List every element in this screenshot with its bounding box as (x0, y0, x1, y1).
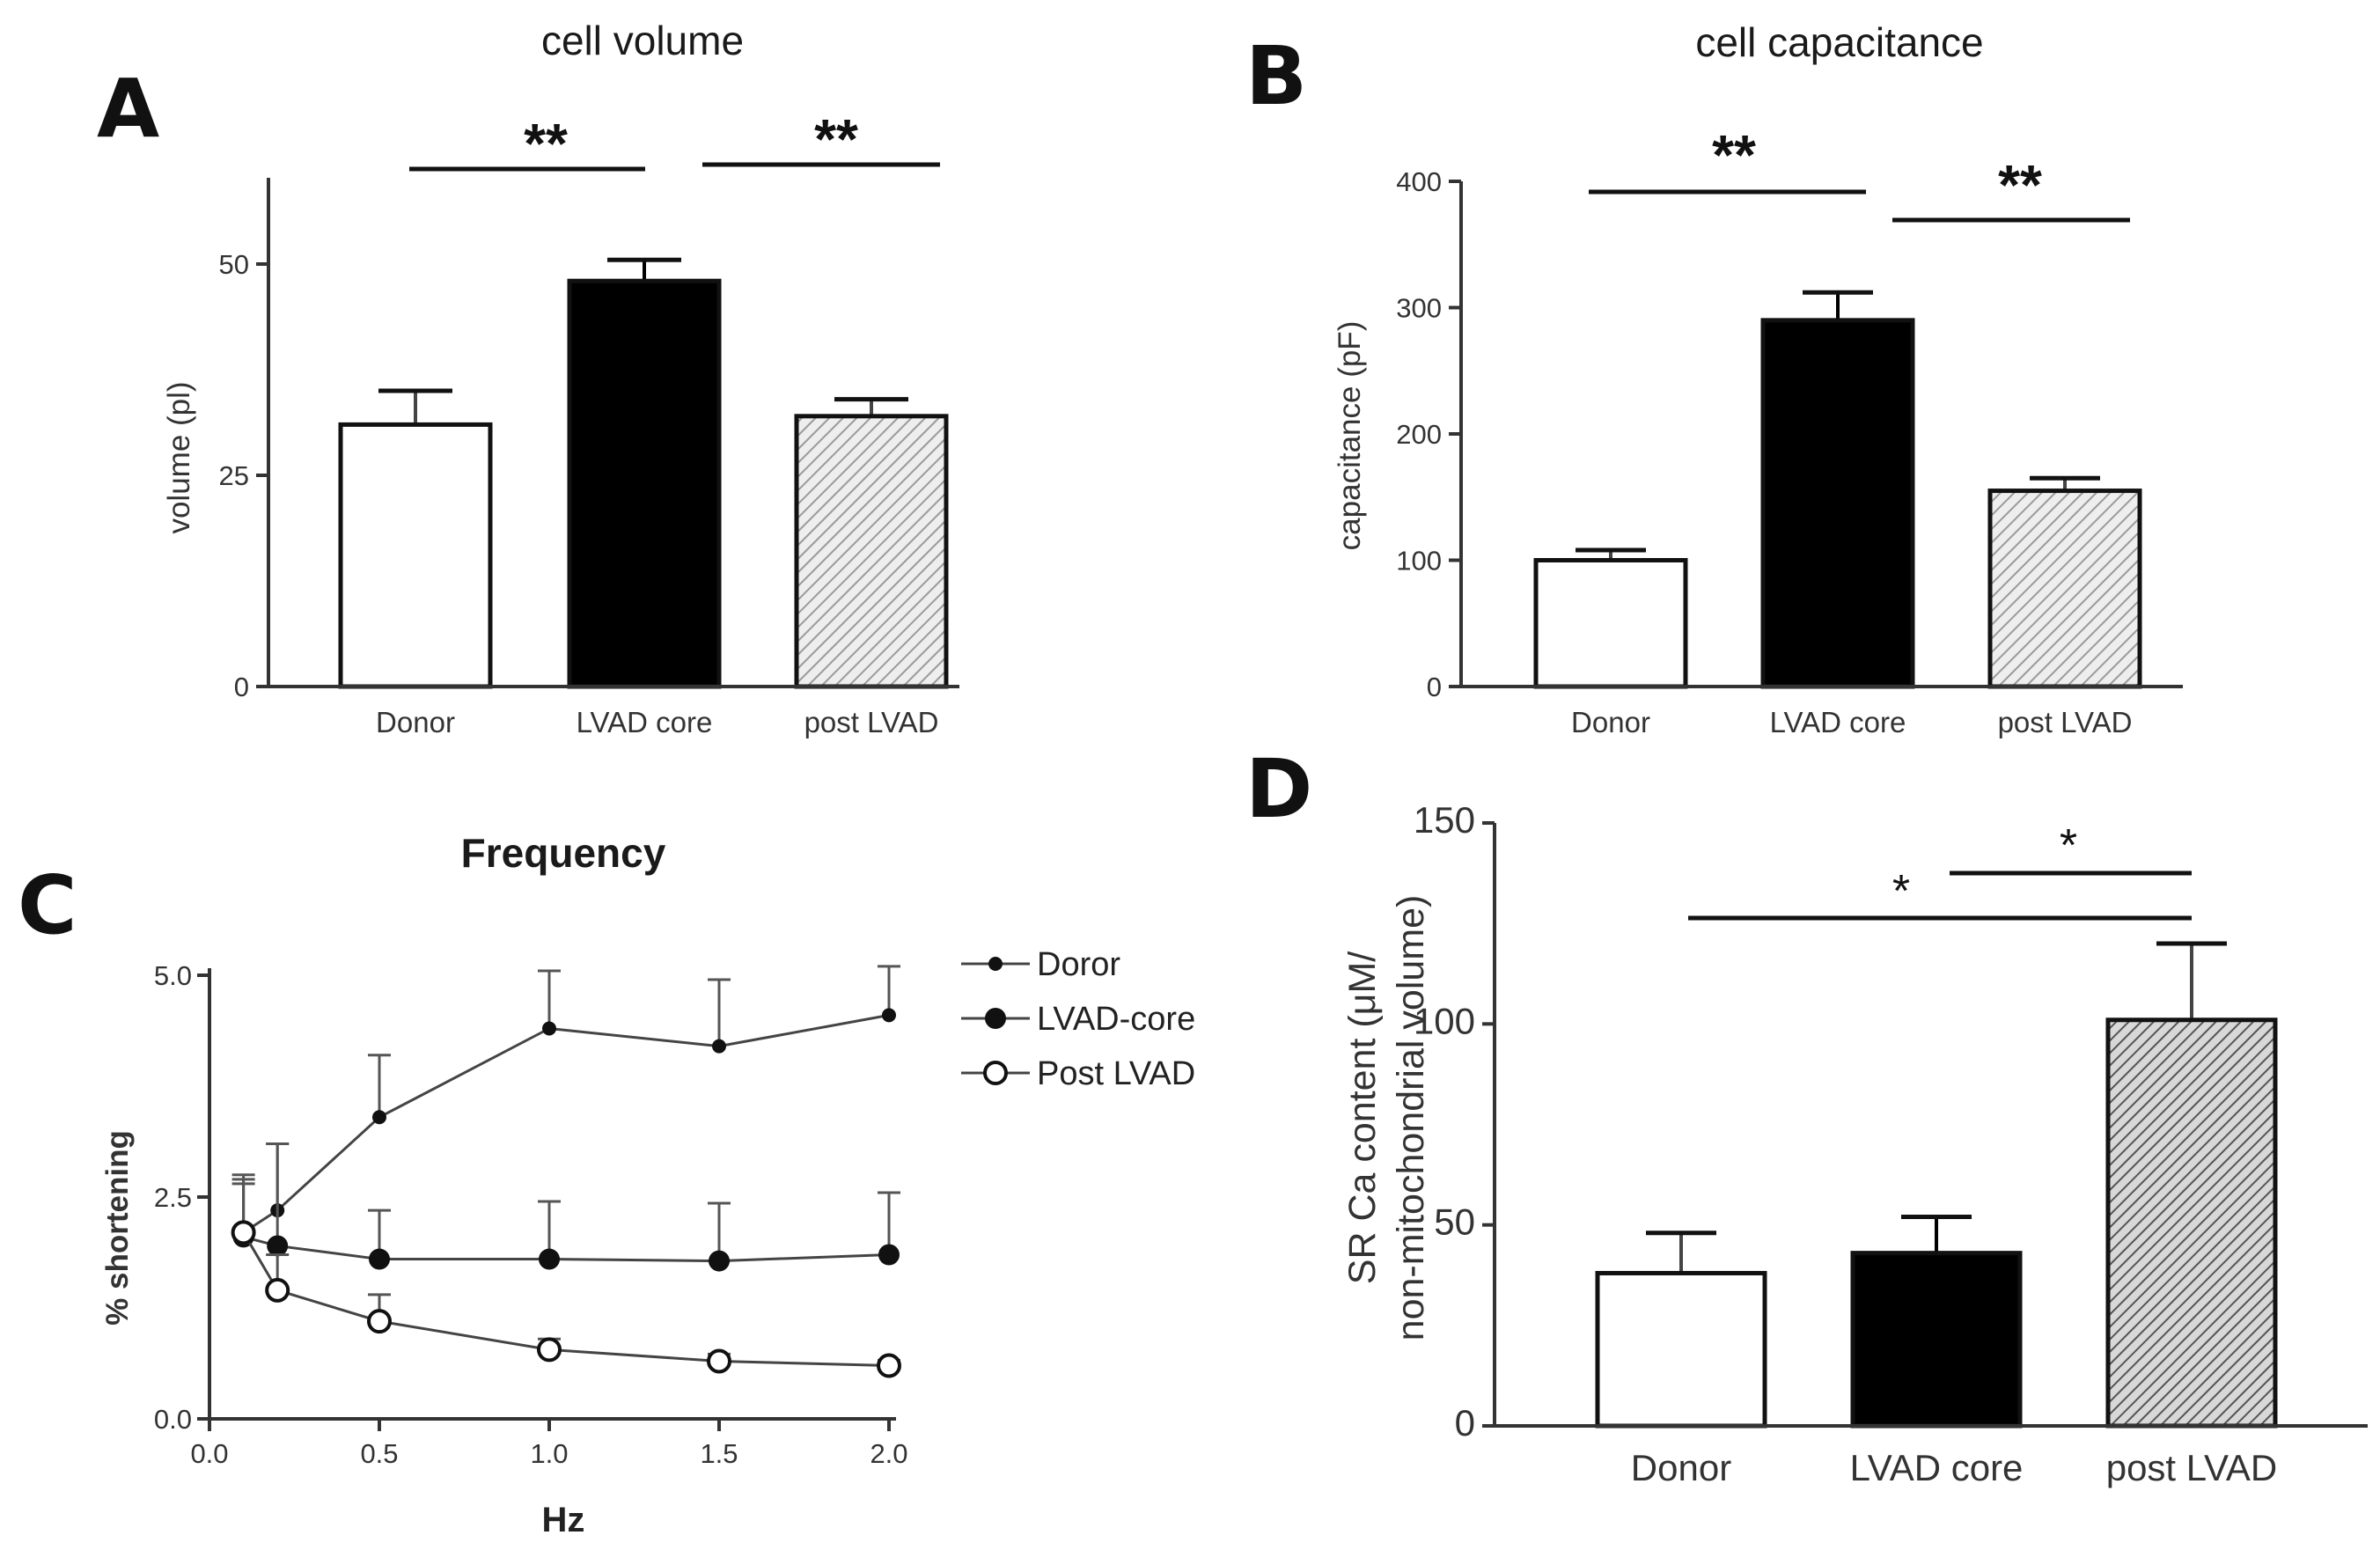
panel-d-x-tick-label: Donor (1631, 1447, 1731, 1488)
panel-c-series-line-lvad-core (243, 1235, 890, 1263)
panel-c-y-tick-label: 2.5 (154, 1182, 192, 1213)
panel-c-y-tick-label: 0.0 (154, 1404, 192, 1435)
panel-c-doror-point (712, 1039, 726, 1054)
panel-c-y-tick-label: 5.0 (154, 960, 192, 991)
panel-d-y-axis-label-line2: non-mitochondrial volume) (1390, 895, 1432, 1341)
panel-c-lvad-core-point (709, 1250, 730, 1272)
panel-b-x-tick-label: post LVAD (1998, 706, 2133, 738)
panel-d-y-axis-label-line1: SR Ca content (μM/ (1341, 951, 1384, 1285)
panel-c-post-lvad-point (231, 1220, 256, 1245)
panel-b-y-axis-label: capacitance (pF) (1333, 321, 1367, 551)
panel-b-y-tick-label: 0 (1427, 672, 1442, 702)
panel-b-y-tick-label: 300 (1396, 293, 1442, 324)
panel-c-post-lvad-point (367, 1309, 392, 1334)
panel-d-x-tick-label: post LVAD (2106, 1447, 2278, 1488)
panel-b-x-tick-label: LVAD core (1770, 706, 1906, 738)
panel-b-bar-lvad-core (1760, 318, 1915, 689)
panel-b-y-tick-label: 400 (1396, 166, 1442, 197)
panel-letter-a: A (97, 62, 159, 156)
panel-b-title: cell capacitance (1695, 19, 1983, 65)
panel-c-doror-point (882, 1008, 896, 1023)
panel-c-lvad-core-point (267, 1235, 289, 1257)
panel-c-x-tick-label: 0.0 (190, 1438, 228, 1469)
panel-c-legend-marker-doror (988, 957, 1003, 971)
panel-letter-c: C (18, 858, 77, 952)
panel-c-x-tick-label: 1.5 (700, 1438, 738, 1469)
panel-c-lvad-core-point (369, 1248, 390, 1270)
panel-c-post-lvad-point (707, 1348, 731, 1374)
panel-c-lvad-core-point (878, 1244, 900, 1266)
panel-b-y-tick-label: 100 (1396, 546, 1442, 577)
panel-c-post-lvad-point (537, 1337, 562, 1363)
panel-a-x-tick-label: Donor (376, 706, 455, 738)
panel-a-title: cell volume (541, 18, 744, 63)
panel-d-significance-label: * (2060, 820, 2077, 871)
panel-a-y-tick-label: 50 (219, 249, 249, 280)
panel-c-x-tick-label: 1.0 (530, 1438, 568, 1469)
panel-d-y-tick-label: 0 (1455, 1402, 1475, 1443)
panel-d-bar-lvad-core (1850, 1251, 2023, 1429)
panel-c-x-tick-label: 2.0 (870, 1438, 907, 1469)
panel-b-bar-post-lvad (1987, 489, 2142, 689)
panel-c-legend-marker-post-lvad (983, 1061, 1008, 1085)
panel-c-legend-marker-lvad-core (985, 1008, 1006, 1029)
panel-b-significance-label: ** (1998, 153, 2042, 217)
panel-d-y-tick-label: 100 (1414, 1000, 1475, 1041)
panel-d-sr-ca-content-chart: SR Ca content (μM/ non-mitochondrial vol… (1341, 799, 2368, 1488)
panel-a-significance-label: ** (814, 107, 858, 171)
panel-c-y-axis-label: % shortening (100, 1130, 135, 1326)
panel-c-legend-label-post-lvad: Post LVAD (1037, 1055, 1195, 1092)
panel-letter-d: D (1245, 742, 1312, 836)
panel-a-significance-label: ** (524, 112, 568, 175)
panel-c-post-lvad-point (877, 1353, 901, 1378)
panel-c-x-axis-label: Hz (542, 1501, 585, 1539)
panel-c-legend-label-doror: Doror (1037, 946, 1120, 983)
panel-c-x-tick-label: 0.5 (360, 1438, 398, 1469)
panel-c-doror-point (372, 1110, 386, 1125)
panel-c-post-lvad-point (265, 1277, 290, 1303)
panel-a-y-tick-label: 0 (234, 672, 249, 702)
panel-b-cell-capacitance-chart: cell capacitance capacitance (pF) 0 100 20… (1333, 19, 2183, 738)
panel-c-title: Frequency (461, 830, 666, 876)
panel-a-bar-lvad-core (567, 278, 722, 689)
panel-a-bar-post-lvad (794, 414, 949, 689)
panel-c-series-line-post-lvad (242, 1231, 890, 1368)
panel-c-doror-point (542, 1021, 556, 1036)
panel-a-x-tick-label: LVAD core (577, 706, 713, 738)
panel-a-bar-donor (338, 422, 493, 689)
panel-a-cell-volume-chart: cell volume volume (pl) 0 25 50 Donor LVAD c… (162, 18, 959, 738)
panel-c-frequency-chart: Frequency % shortening Hz 0.0 2.5 5.0 0.0 0.… (100, 830, 1195, 1539)
panel-d-bar-donor (1595, 1270, 1767, 1429)
panel-c-legend-label-lvad-core: LVAD-core (1037, 1001, 1195, 1038)
panel-a-y-tick-label: 25 (219, 460, 249, 491)
panel-c-series-line-doror (242, 1013, 890, 1234)
panel-letter-b: B (1245, 29, 1307, 123)
panel-a-y-axis-label: volume (pl) (162, 381, 196, 533)
panel-c-lvad-core-point (539, 1248, 560, 1270)
panel-a-x-tick-label: post LVAD (804, 706, 939, 738)
panel-d-bar-post-lvad (2105, 1017, 2278, 1429)
panel-b-significance-label: ** (1712, 123, 1756, 187)
panel-d-y-tick-label: 50 (1434, 1201, 1475, 1243)
panel-b-bar-donor (1533, 558, 1688, 689)
panel-d-y-tick-label: 150 (1414, 799, 1475, 841)
panel-b-x-tick-label: Donor (1571, 706, 1650, 738)
panel-b-y-tick-label: 200 (1396, 419, 1442, 450)
panel-d-x-tick-label: LVAD core (1850, 1447, 2024, 1488)
panel-d-significance-label: * (1892, 866, 1910, 917)
